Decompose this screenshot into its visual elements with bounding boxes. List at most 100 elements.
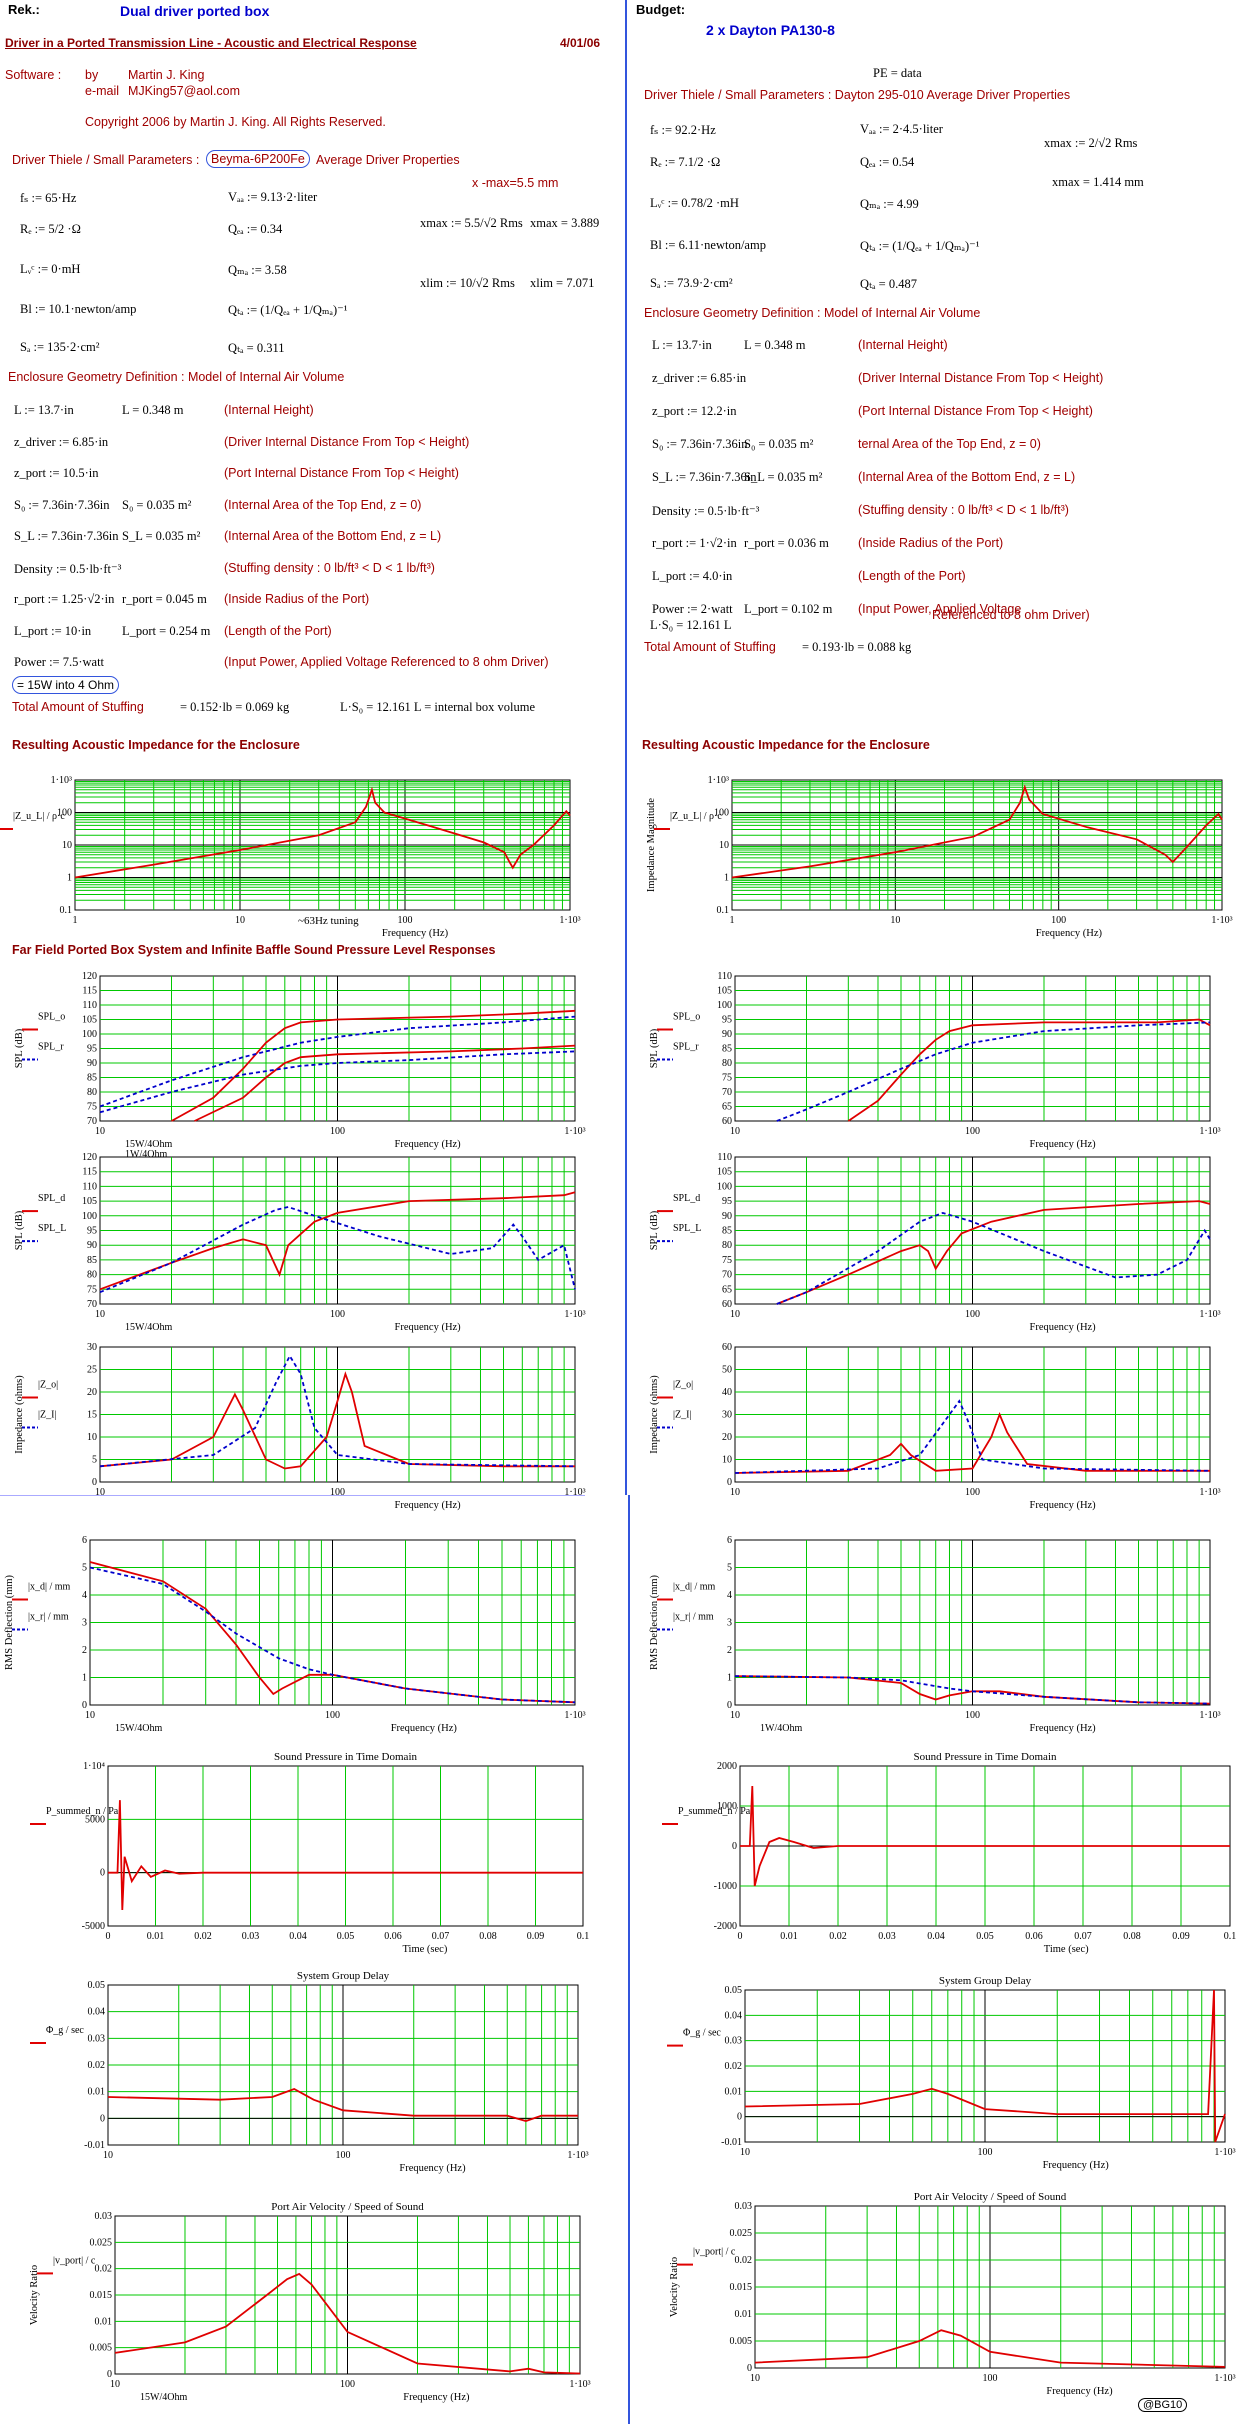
x-tick-label: 1·10³: [559, 915, 580, 926]
y-tick-label: 2000: [717, 1761, 737, 1772]
y-tick-label: 0.03: [725, 2036, 743, 2047]
y-tick-label: 95: [87, 1044, 97, 1055]
grid: [100, 1347, 575, 1482]
grid: [732, 780, 1222, 910]
series-line-1: [99, 1206, 576, 1294]
grid: [90, 1540, 575, 1705]
x-tick-label: 10: [235, 915, 245, 926]
annotation: 15W/4Ohm: [125, 1322, 172, 1333]
y-tick-label: 115: [82, 986, 97, 997]
x-tick-label: 100: [965, 1126, 980, 1137]
y-tick-label: 0.1: [60, 905, 73, 916]
y-tick-label: 10: [62, 840, 72, 851]
x-tick-label: 0.09: [1172, 1931, 1190, 1942]
left-encl-val-4: S_L = 0.035 m²: [122, 529, 201, 543]
grid: [115, 2216, 580, 2374]
y-tick-label: 0.01: [88, 2087, 106, 2098]
y-tick-label: 0.02: [95, 2264, 113, 2275]
x-tick-label: 0.01: [780, 1931, 798, 1942]
xmax-def: xmax := 5.5/√2 Rms: [420, 216, 523, 230]
grid: [735, 1540, 1210, 1705]
x-axis-label: Frequency (Hz): [395, 1500, 462, 1511]
x-tick-label: 0.08: [1123, 1931, 1141, 1942]
y-tick-label: 60: [722, 1116, 732, 1127]
y-tick-label: 100: [57, 808, 72, 819]
grid: [108, 1985, 578, 2145]
y-tick-label: 120: [82, 1152, 97, 1163]
x-tick-label: 100: [325, 1710, 340, 1721]
series-line-0: [99, 1191, 576, 1291]
email[interactable]: MJKing57@aol.com: [128, 84, 241, 98]
y-tick-label: 105: [717, 1167, 732, 1178]
chart-title: System Group Delay: [297, 1970, 390, 1982]
x-axis-label: Frequency (Hz): [395, 1139, 462, 1150]
x-tick-label: 100: [336, 2150, 351, 2161]
left-encl-desc-8: (Input Power, Applied Voltage Referenced…: [224, 655, 549, 669]
x-tick-label: 10: [730, 1487, 740, 1498]
y-tick-label: -0.01: [721, 2137, 742, 2148]
y-tick-label: 70: [87, 1299, 97, 1310]
x-tick-label: 1·10³: [1199, 1309, 1220, 1320]
y-tick-label: 80: [87, 1270, 97, 1281]
encl-title: Enclosure Geometry Definition : Model of…: [8, 370, 345, 384]
legend-entry: SPL_r: [673, 1042, 699, 1053]
annotation: 15W/4Ohm: [115, 1723, 162, 1734]
y-tick-label: 1·10⁴: [83, 1761, 105, 1772]
y-tick-label: -1000: [714, 1881, 737, 1892]
y-axis-label: Impedance Magnitude: [646, 798, 657, 893]
right-encl-def-3: S₀ := 7.36in·7.36in: [652, 437, 748, 451]
right-encl-desc-5: (Stuffing density : 0 lb/ft³ < D < 1 lb/…: [858, 503, 1069, 517]
left-encl-val-3: S₀ = 0.035 m²: [122, 497, 192, 512]
right-encl-val-6: r_port = 0.036 m: [744, 536, 829, 550]
y-tick-label: 40: [722, 1387, 732, 1398]
ts-suffix: Average Driver Properties: [316, 153, 460, 167]
r-param-sd: Sₐ := 73.9·2·cm²: [650, 276, 733, 290]
r-power-desc2: Referenced to 8 ohm Driver): [932, 608, 1090, 622]
param-qes: Qₑₐ := 0.34: [228, 222, 283, 236]
x-tick-label: 1·10³: [564, 1309, 585, 1320]
y-tick-label: 95: [722, 1015, 732, 1026]
y-tick-label: 0.05: [725, 1985, 743, 1996]
email-label: e-mail: [85, 84, 120, 98]
right-encl-val-4: S_L = 0.035 m²: [744, 470, 823, 484]
x-axis-label: Frequency (Hz): [1030, 1322, 1097, 1333]
y-tick-label: 0.025: [90, 2237, 113, 2248]
y-tick-label: 100: [717, 1181, 732, 1192]
right-encl-def-4: S_L := 7.36in·7.36in: [652, 470, 757, 484]
legend-entry: Φ_g / sec: [46, 2025, 84, 2036]
r-param-qms: Qₘₐ := 4.99: [860, 197, 919, 211]
y-tick-label: 0.1: [717, 905, 730, 916]
x-tick-label: 10: [110, 2379, 120, 2390]
r-xmax-def: xmax := 2/√2 Rms: [1044, 136, 1138, 150]
y-tick-label: 0.03: [735, 2201, 753, 2212]
y-tick-label: 0: [732, 1841, 737, 1852]
grid: [75, 780, 570, 910]
tuning-note: ~63Hz tuning: [298, 915, 359, 927]
series-line-1: [89, 1566, 576, 1704]
y-tick-label: 2: [727, 1645, 732, 1656]
x-tick-label: 0.02: [194, 1931, 212, 1942]
y-tick-label: 75: [87, 1284, 97, 1295]
r-param-bl: Bl := 6.11·newton/amp: [650, 238, 766, 252]
y-tick-label: 0.04: [725, 2010, 743, 2021]
xlim-def: xlim := 10/√2 Rms: [420, 276, 515, 290]
param-qts-def: Qₜₐ := (1/Qₑₐ + 1/Qₘₐ)⁻¹: [228, 303, 348, 317]
chart-title: Port Air Velocity / Speed of Sound: [914, 2191, 1067, 2203]
param-vas: Vₐₐ := 9.13·2·liter: [228, 190, 318, 204]
x-tick-label: 0.04: [927, 1931, 945, 1942]
legend-entry: |Z_o|: [38, 1380, 58, 1391]
chart-R-gd: 10 100 1·10³ -0.01 0 0.01 0.02 0.03 0.04 0.05 Freq…: [667, 1975, 1236, 2171]
right-encl-def-6: r_port := 1·√2·in: [652, 536, 737, 550]
y-tick-label: 4: [727, 1590, 732, 1601]
y-tick-label: 110: [717, 971, 732, 982]
right-encl-desc-8: (Input Power, Applied Voltage: [858, 602, 1022, 616]
right-encl-def-1: z_driver := 6.85·in: [652, 371, 747, 385]
left-encl-desc-4: (Internal Area of the Bottom End, z = L): [224, 529, 442, 543]
chart-L-spl2: 10 100 1·10³ 70 75 80 85 90 95 100 105 110 115 120 Fre…: [14, 1152, 586, 1333]
r-stuffing-label: Total Amount of Stuffing: [644, 640, 776, 654]
series-line-0: [74, 786, 571, 879]
x-tick-label: 10: [95, 1126, 105, 1137]
x-tick-label: 10: [740, 2147, 750, 2158]
chart-R-port: 10 100 1·10³ 0 0.005 0.01 0.015 0.02 0.025 0.03 Fr…: [669, 2191, 1236, 2397]
series-line-1: [776, 1211, 1211, 1305]
